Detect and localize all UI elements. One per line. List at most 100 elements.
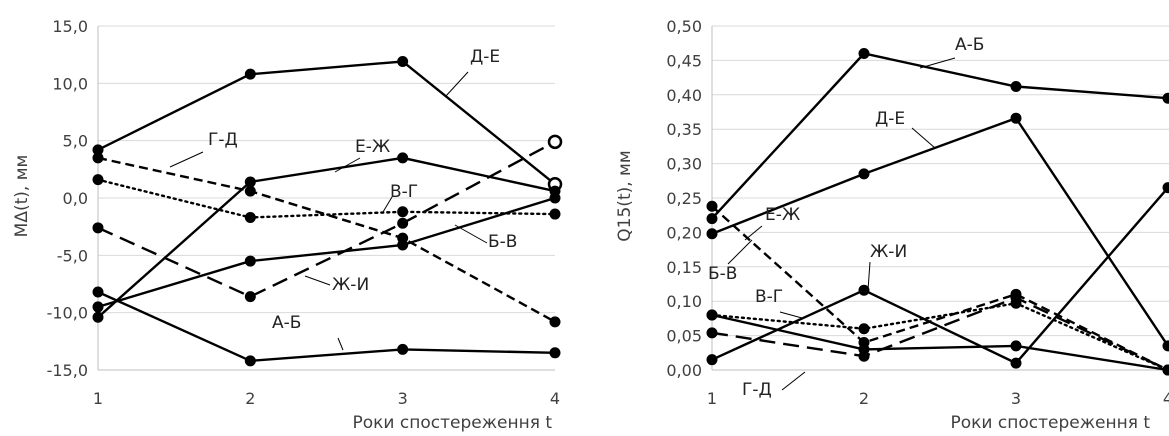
data-point (397, 217, 409, 229)
series-label: Ж-И (870, 242, 907, 262)
data-point (1162, 92, 1169, 104)
label-leader (334, 157, 361, 173)
data-point (858, 336, 870, 348)
series-label: Б-В (708, 264, 737, 284)
label-leader (779, 311, 803, 319)
y-tick-label: -5,0 (57, 246, 88, 265)
label-leader (919, 57, 956, 69)
label-leader (382, 196, 393, 213)
data-point (397, 206, 409, 218)
right-series-points (706, 48, 1169, 376)
left-series-labels: А-Б Д-Е Е-Ж Б-В Г-Д Ж-И В-Г (208, 47, 517, 333)
y-tick-label: 0,05 (666, 327, 702, 346)
data-point (92, 174, 104, 186)
series-line (711, 116, 1169, 347)
left-x-ticks: 1 2 3 4 (93, 389, 560, 408)
data-point (397, 232, 409, 244)
series-line (711, 296, 1169, 372)
y-tick-label: 10,0 (52, 74, 88, 93)
right-grid (711, 25, 1169, 371)
y-tick-label: 0,15 (666, 258, 702, 277)
data-point (244, 185, 256, 197)
data-point (1010, 297, 1022, 309)
series-label: Б-В (488, 232, 517, 252)
label-leader (911, 127, 936, 149)
y-tick-label: 0,00 (666, 361, 702, 380)
series-line (97, 156, 556, 323)
label-leader (169, 151, 204, 168)
data-point (706, 213, 718, 225)
data-point (706, 309, 718, 321)
series-label: Г-Д (208, 130, 238, 150)
data-point (244, 211, 256, 223)
data-point (1010, 81, 1022, 93)
left-y-ticks: 15,0 10,0 5,0 0,0 -5,0 -10,0 -15,0 (47, 17, 88, 380)
data-point (706, 327, 718, 339)
x-tick-label: 2 (859, 389, 869, 408)
data-point (1010, 340, 1022, 352)
right-x-axis-label: Роки спостереження t (951, 413, 1151, 433)
data-point (549, 208, 561, 220)
right-series-labels: А-Б Д-Е Ж-И Б-В Е-Ж Г-Д В-Г (708, 35, 984, 400)
x-tick-label: 1 (93, 389, 103, 408)
y-tick-label: 0,25 (666, 189, 702, 208)
series-line (96, 178, 557, 219)
data-point (706, 200, 718, 212)
data-point (858, 350, 870, 362)
y-tick-label: 0,30 (666, 155, 702, 174)
series-label: Г-Д (742, 380, 772, 400)
data-point (397, 56, 409, 68)
y-tick-label: 0,35 (666, 120, 702, 139)
label-leader (337, 337, 344, 351)
data-point (244, 176, 256, 188)
series-label: Д-Е (470, 47, 500, 67)
x-tick-label: 4 (550, 389, 560, 408)
series-label: Е-Ж (355, 137, 390, 157)
data-point (92, 222, 104, 234)
data-point (549, 347, 561, 359)
right-y-ticks: 0,50 0,45 0,40 0,35 0,30 0,25 0,20 0,15 0,10 0,05… (666, 17, 702, 380)
data-point (858, 284, 870, 296)
label-leader (781, 371, 806, 391)
data-point (549, 316, 561, 328)
left-chart: 15,0 10,0 5,0 0,0 -5,0 -10,0 -15,0 1 2 3 4 А-Б Д-Е… (12, 17, 563, 433)
x-tick-label: 4 (1163, 389, 1169, 408)
data-point (1162, 182, 1169, 194)
left-x-axis-label: Роки спостереження t (353, 413, 553, 433)
series-line (711, 205, 1169, 372)
series-line (97, 140, 556, 298)
y-tick-label: 0,40 (666, 86, 702, 105)
data-point (858, 48, 870, 60)
right-series-lines (710, 52, 1169, 372)
data-point (858, 168, 870, 180)
series-label: В-Г (755, 287, 783, 307)
data-point (1010, 357, 1022, 369)
series-line (711, 186, 1169, 365)
data-point (92, 301, 104, 313)
data-point (397, 152, 409, 164)
right-y-axis-label: Q15(t), мм (615, 150, 635, 241)
series-line (711, 313, 1169, 372)
right-label-leaders (727, 57, 956, 391)
label-leader (444, 71, 469, 98)
data-point (547, 134, 563, 150)
label-leader (304, 275, 331, 286)
y-tick-label: 5,0 (63, 132, 88, 151)
series-line (97, 196, 556, 309)
data-point (1162, 340, 1169, 352)
series-label: Д-Е (875, 109, 905, 129)
y-tick-label: -10,0 (47, 304, 88, 323)
x-tick-label: 1 (707, 389, 717, 408)
data-point (858, 323, 870, 335)
y-tick-label: 0,45 (666, 51, 702, 70)
data-point (706, 228, 718, 240)
series-label: А-Б (272, 313, 301, 333)
y-tick-label: 0,20 (666, 223, 702, 242)
data-point (1162, 364, 1169, 376)
series-line (710, 302, 1169, 372)
left-series-lines (96, 60, 557, 363)
x-tick-label: 2 (245, 389, 255, 408)
data-point (244, 355, 256, 367)
y-tick-label: 0,50 (666, 17, 702, 36)
